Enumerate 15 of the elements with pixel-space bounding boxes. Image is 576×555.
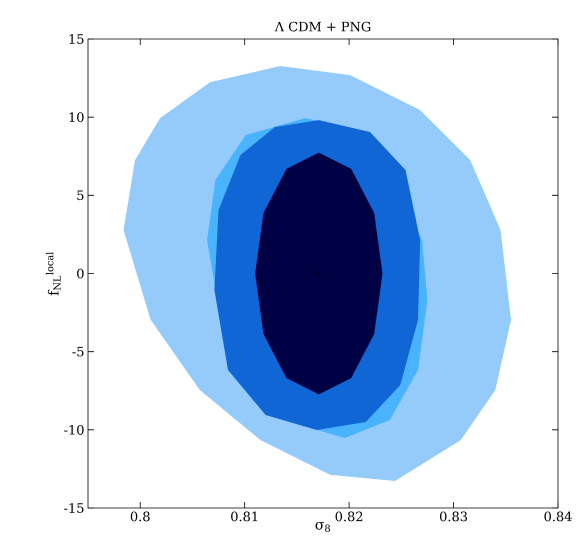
y-tick-label: 15 bbox=[70, 34, 84, 44]
x-tick-label: 0.81 bbox=[231, 512, 258, 522]
x-tick-label: 0.82 bbox=[336, 512, 362, 522]
y-tick-label: 0 bbox=[77, 268, 84, 278]
y-tick-label: -10 bbox=[64, 424, 84, 435]
x-tick-label: 0.8 bbox=[130, 512, 150, 522]
x-axis-title: σ$_{8}$ bbox=[316, 522, 330, 532]
chart-title: Λ CDM + PNG bbox=[274, 22, 370, 32]
y-tick-label: 5 bbox=[77, 190, 84, 200]
x-tick-label: 0.84 bbox=[544, 512, 572, 522]
y-tick-label: -5 bbox=[72, 346, 84, 356]
x-tick-label: 0.83 bbox=[440, 512, 468, 522]
y-tick-label: -15 bbox=[64, 503, 84, 513]
y-tick-label: 10 bbox=[70, 112, 84, 122]
y-axis-title: f$_{NL}$local bbox=[46, 252, 61, 296]
